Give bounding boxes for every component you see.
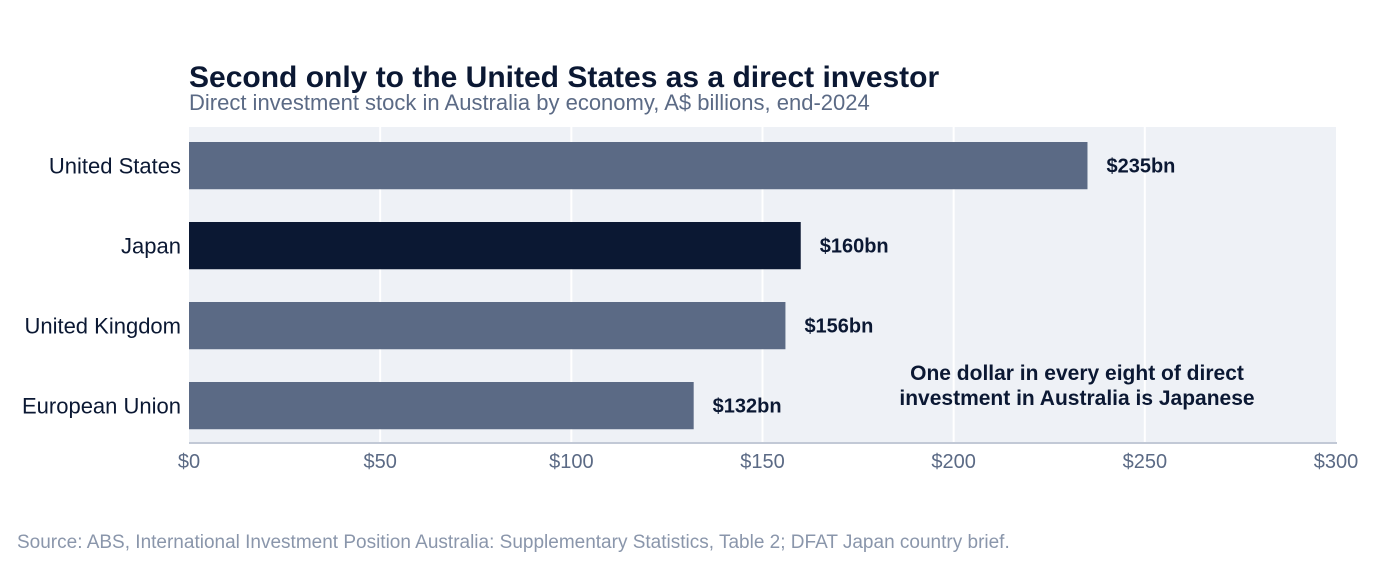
x-tick-label-150: $150 bbox=[740, 451, 785, 473]
x-tick-label-50: $50 bbox=[363, 451, 396, 473]
chart-subtitle: Direct investment stock in Australia by … bbox=[189, 90, 870, 115]
bar-european-union bbox=[189, 382, 694, 430]
bar-united-states bbox=[189, 142, 1088, 190]
x-tick-label-300: $300 bbox=[1314, 451, 1359, 473]
x-tick-labels: $0 $50 $100 $150 $200 $250 $300 bbox=[178, 451, 1358, 473]
category-label-united-kingdom: United Kingdom bbox=[24, 314, 181, 339]
category-label-japan: Japan bbox=[121, 234, 181, 259]
value-label-european-union: $132bn bbox=[713, 396, 782, 418]
category-label-european-union: European Union bbox=[22, 394, 181, 419]
annotation-line-1: One dollar in every eight of direct bbox=[910, 362, 1244, 385]
annotation-line-2: investment in Australia is Japanese bbox=[899, 387, 1254, 410]
x-tick-label-200: $200 bbox=[931, 451, 976, 473]
bars-group bbox=[189, 142, 1088, 430]
bar-japan bbox=[189, 222, 801, 270]
chart-title: Second only to the United States as a di… bbox=[189, 61, 940, 94]
x-tick-label-250: $250 bbox=[1123, 451, 1168, 473]
source-note: Source: ABS, International Investment Po… bbox=[17, 532, 1010, 553]
value-labels: $235bn $160bn $156bn $132bn bbox=[713, 156, 1176, 418]
value-label-united-states: $235bn bbox=[1106, 156, 1175, 178]
x-tick-label-100: $100 bbox=[549, 451, 594, 473]
value-label-united-kingdom: $156bn bbox=[804, 316, 873, 338]
bar-united-kingdom bbox=[189, 302, 786, 350]
category-label-united-states: United States bbox=[49, 154, 181, 179]
x-tick-label-0: $0 bbox=[178, 451, 200, 473]
category-labels: United States Japan United Kingdom European… bbox=[22, 154, 181, 419]
value-label-japan: $160bn bbox=[820, 236, 889, 258]
